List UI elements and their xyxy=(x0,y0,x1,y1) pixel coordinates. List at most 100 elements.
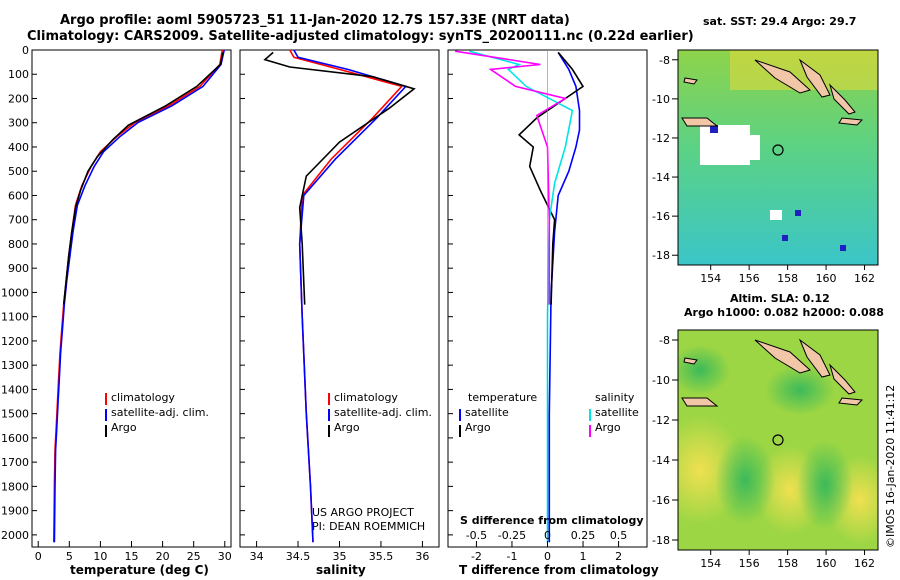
ytick-label-5: 500 xyxy=(8,165,29,178)
diff-legend-salinity: salinity xyxy=(595,391,635,404)
ytick-label-2: 200 xyxy=(8,92,29,105)
x2tick-label-2: 0 xyxy=(544,529,551,542)
series-line-salinity-1 xyxy=(293,49,408,543)
ytick-label-20: 2000 xyxy=(1,529,29,542)
sst-profile-marker xyxy=(772,144,784,156)
xtick-label-temperature-5: 25 xyxy=(187,550,201,563)
series-line-salinity-2 xyxy=(263,51,416,305)
ytick-label-19: 1900 xyxy=(1,505,29,518)
ytick-label-15: 1500 xyxy=(1,408,29,421)
series-line-temperature-0 xyxy=(53,49,224,543)
xtick-label-temperature-4: 20 xyxy=(156,550,170,563)
project-credit: US ARGO PROJECT xyxy=(312,506,414,519)
ytick-label-0: 0 xyxy=(22,44,29,57)
series-line-difference-2 xyxy=(469,50,574,543)
xtick-label-salinity-0: 34 xyxy=(250,550,264,563)
ytick-label-11: 1100 xyxy=(1,311,29,324)
lon-label-1-1: 156 xyxy=(739,557,760,570)
x2tick-label-0: -0.5 xyxy=(466,529,487,542)
x2tick-label-4: 0.5 xyxy=(610,529,628,542)
sst-map xyxy=(678,50,878,265)
temperature-series xyxy=(53,49,225,543)
sla-map xyxy=(678,330,878,550)
temp-legend-argo: Argo xyxy=(111,421,137,434)
salinity-xlabel: salinity xyxy=(316,563,366,577)
x2tick-label-3: 0.25 xyxy=(571,529,596,542)
ytick-label-17: 1700 xyxy=(1,456,29,469)
imos-credit: ©IMOS 16-Jan-2020 11:41:12 xyxy=(884,384,897,548)
sla-profile-marker xyxy=(772,434,784,446)
lon-label-0-1: 156 xyxy=(739,272,760,285)
lat-label-1-4: -16 xyxy=(652,494,670,507)
difference-legend xyxy=(459,409,591,437)
series-line-difference-1 xyxy=(517,51,585,305)
sla-map-frame xyxy=(677,329,879,551)
pi-credit: PI: DEAN ROEMMICH xyxy=(312,520,426,533)
ytick-label-13: 1300 xyxy=(1,359,29,372)
sst-map-frame xyxy=(677,49,879,266)
lat-label-0-5: -18 xyxy=(652,249,670,262)
lat-label-1-3: -14 xyxy=(652,454,670,467)
xtick-label-temperature-2: 10 xyxy=(93,550,107,563)
ytick-label-9: 900 xyxy=(8,262,29,275)
diff-legend-temperature: temperature xyxy=(468,391,538,404)
xtick-label-difference-1: -1 xyxy=(506,550,517,563)
diff-legend-t-argo: Argo xyxy=(465,421,491,434)
pressure-axis: 0 100 200 300 400 500 600 700 800 900 1000 1100 1200… xyxy=(1,44,453,542)
lon-label-1-4: 162 xyxy=(854,557,875,570)
x-axes: 0 5 10 15 20 25 30 34 34.5 35 35.5 36 -2 -1 0 1 2 -0.5 -0.… xyxy=(35,529,628,563)
diff-legend-t-satellite: satellite xyxy=(465,406,509,419)
lat-label-1-5: -18 xyxy=(652,534,670,547)
series-line-difference-3 xyxy=(454,50,568,305)
xtick-label-salinity-3: 35.5 xyxy=(369,550,394,563)
diff-legend-s-argo: Argo xyxy=(595,421,621,434)
salinity-series xyxy=(263,49,416,543)
lat-label-1-1: -10 xyxy=(652,374,670,387)
ytick-label-7: 700 xyxy=(8,214,29,227)
lat-label-1-0: -8 xyxy=(659,334,670,347)
chart-title-line1: Argo profile: aoml 5905723_51 11-Jan-202… xyxy=(60,13,570,28)
lon-label-0-3: 160 xyxy=(816,272,837,285)
lon-label-1-2: 158 xyxy=(777,557,798,570)
lat-label-0-3: -14 xyxy=(652,171,670,184)
ytick-label-4: 400 xyxy=(8,141,29,154)
xtick-label-difference-4: 2 xyxy=(615,550,622,563)
difference-xlabel: T difference from climatology xyxy=(459,563,659,577)
ytick-label-8: 800 xyxy=(8,238,29,251)
ytick-label-18: 1800 xyxy=(1,480,29,493)
sla-map-title1: Altim. SLA: 0.12 xyxy=(730,292,830,305)
ytick-label-3: 300 xyxy=(8,117,29,130)
difference-series xyxy=(454,50,585,547)
ytick-label-14: 1400 xyxy=(1,383,29,396)
salinity-plot-frame xyxy=(239,49,440,548)
xtick-label-temperature-6: 30 xyxy=(218,550,232,563)
xtick-label-temperature-3: 15 xyxy=(125,550,139,563)
xtick-label-salinity-2: 35 xyxy=(333,550,347,563)
temp-legend-climatology: climatology xyxy=(111,391,175,404)
xtick-label-salinity-1: 34.5 xyxy=(286,550,311,563)
lon-label-0-2: 158 xyxy=(777,272,798,285)
lat-label-1-2: -12 xyxy=(652,414,670,427)
xtick-label-difference-3: 1 xyxy=(580,550,587,563)
xtick-label-difference-0: -2 xyxy=(471,550,482,563)
series-line-temperature-2 xyxy=(62,52,224,305)
xtick-label-difference-2: 0 xyxy=(544,550,551,563)
sst-map-title: sat. SST: 29.4 Argo: 29.7 xyxy=(703,15,857,28)
lon-label-1-3: 160 xyxy=(816,557,837,570)
ytick-label-1: 100 xyxy=(8,68,29,81)
ytick-label-6: 600 xyxy=(8,189,29,202)
series-line-temperature-1 xyxy=(53,49,225,543)
chart-title-line2: Climatology: CARS2009. Satellite-adjuste… xyxy=(27,29,694,44)
ytick-label-10: 1000 xyxy=(1,286,29,299)
ytick-label-12: 1200 xyxy=(1,335,29,348)
lat-label-0-2: -12 xyxy=(652,132,670,145)
lat-label-0-1: -10 xyxy=(652,93,670,106)
temp-legend-satellite: satellite-adj. clim. xyxy=(111,406,209,419)
temperature-xlabel: temperature (deg C) xyxy=(70,563,209,577)
ytick-label-16: 1600 xyxy=(1,432,29,445)
xtick-label-temperature-1: 5 xyxy=(66,550,73,563)
lon-label-0-4: 162 xyxy=(854,272,875,285)
x2tick-label-1: -0.25 xyxy=(498,529,526,542)
xtick-label-salinity-4: 36 xyxy=(415,550,429,563)
